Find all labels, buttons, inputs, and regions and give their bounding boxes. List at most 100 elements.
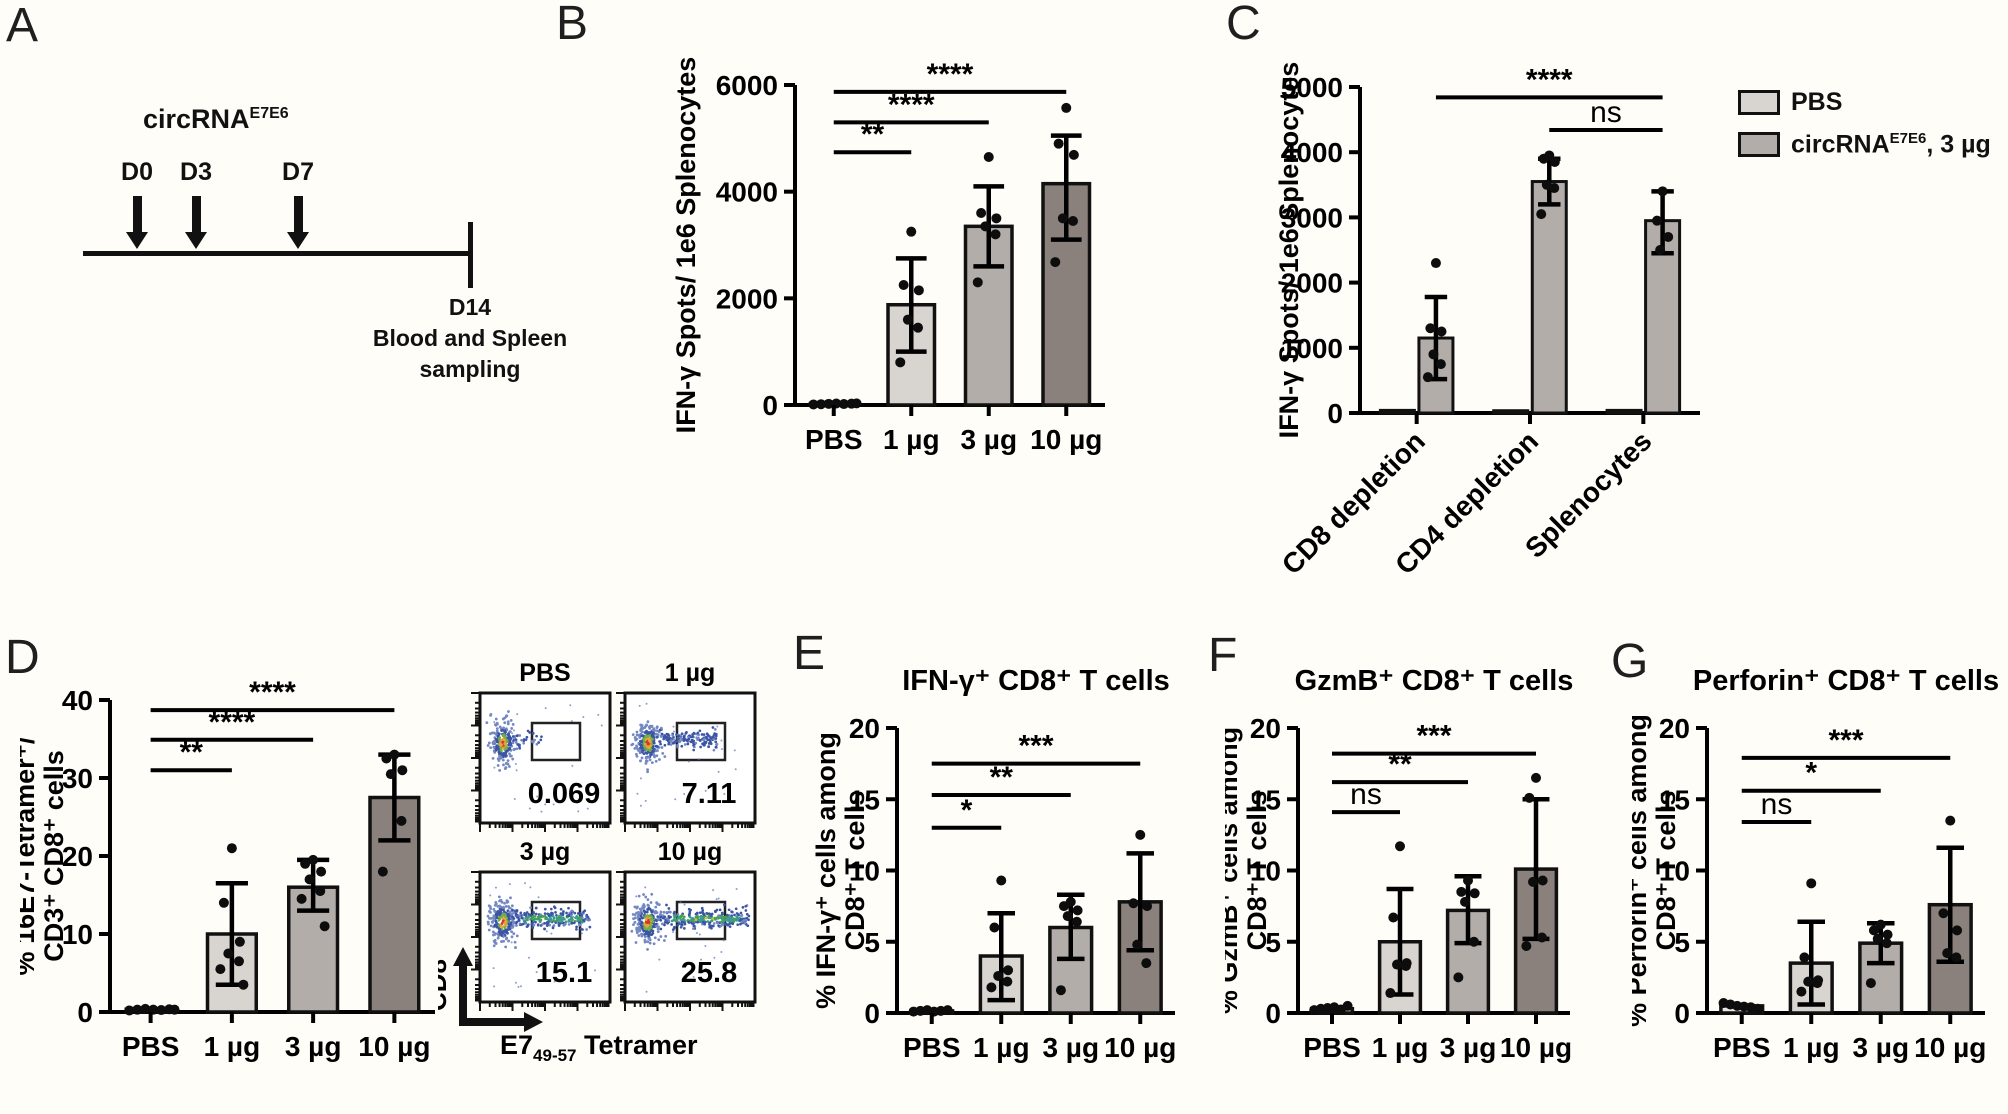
svg-text:% 16E7-Tetramer⁺/: % 16E7-Tetramer⁺/: [20, 736, 40, 975]
svg-text:CD8⁺ T cells: CD8⁺ T cells: [1651, 791, 1681, 951]
bar-C-0-0: [1378, 408, 1416, 415]
svg-text:20: 20: [1659, 713, 1690, 744]
bar-C-1-0: [1492, 409, 1530, 415]
svg-text:10 µg: 10 µg: [1500, 1032, 1572, 1063]
legend-label-circrna: circRNAE7E6, 3 µg: [1791, 130, 1991, 159]
svg-text:10 µg: 10 µg: [1914, 1032, 1986, 1063]
panel-label-b: B: [556, 0, 589, 50]
panel-label-e: E: [793, 627, 826, 680]
svg-text:IFN-γ Spots/ 1e6 Splenocytes: IFN-γ Spots/ 1e6 Splenocytes: [1274, 62, 1304, 439]
svg-text:***: ***: [1416, 720, 1451, 753]
panel-a-timeline-diagram: circRNAE7E6 D0 D3 D7 D14 Blood and Splee…: [0, 0, 620, 430]
svg-text:5: 5: [1674, 927, 1690, 958]
chart-c-elispot-depletion: 0 1000 2000 3000 4000 5000 CD8 depletion CD4 de…: [1230, 35, 1730, 595]
svg-text:% Perforin⁺ cells among: % Perforin⁺ cells among: [1632, 714, 1652, 1027]
svg-text:10: 10: [849, 856, 880, 887]
svg-text:2000: 2000: [716, 283, 778, 314]
svg-text:CD3⁺ CD8⁺ cells: CD3⁺ CD8⁺ cells: [39, 750, 69, 962]
svg-text:4000: 4000: [716, 177, 778, 208]
svg-text:ns: ns: [1761, 788, 1793, 821]
svg-text:15.1: 15.1: [536, 957, 592, 989]
svg-text:7.11: 7.11: [682, 778, 737, 810]
panel-label-c: C: [1226, 0, 1261, 50]
legend-swatch-pbs: [1738, 90, 1780, 115]
svg-text:5000: 5000: [1281, 72, 1343, 103]
legend-label-pbs: PBS: [1791, 88, 1843, 116]
svg-text:% IFN-γ⁺ cells among: % IFN-γ⁺ cells among: [811, 732, 841, 1009]
svg-text:5: 5: [864, 927, 880, 958]
svg-text:****: ****: [249, 676, 296, 709]
svg-text:3 µg: 3 µg: [960, 424, 1017, 455]
chart-b-elispot-dose: 0 2000 4000 6000 PBS 1 µg 3 µg 10 µg ** **** **** I…: [615, 35, 1120, 465]
chart-c-legend: PBS circRNAE7E6, 3 µg: [1738, 88, 1991, 172]
sampling-annotation: D14 Blood and Spleen sampling: [373, 292, 567, 385]
svg-text:5: 5: [1265, 927, 1281, 958]
svg-text:3 µg: 3 µg: [1852, 1032, 1909, 1063]
flow-cytometry-plots: 0.069 PBS 7.11 1 µg 15.1 3 µg 25.8 10 µg CD8 E749…: [422, 648, 790, 1078]
svg-text:3 µg: 3 µg: [1440, 1032, 1497, 1063]
timeline-line: [83, 251, 473, 256]
panel-label-a: A: [6, 0, 39, 52]
svg-text:25.8: 25.8: [681, 957, 737, 989]
svg-text:10: 10: [62, 919, 93, 950]
svg-text:**: **: [990, 761, 1014, 794]
svg-text:10 µg: 10 µg: [1104, 1032, 1176, 1063]
svg-text:PBS: PBS: [519, 659, 570, 687]
svg-text:20: 20: [849, 713, 880, 744]
flow-plots-svg: 0.069 PBS 7.11 1 µg 15.1 3 µg 25.8 10 µg CD8 E749…: [422, 659, 757, 1065]
svg-text:***: ***: [1018, 730, 1053, 763]
svg-text:1000: 1000: [1281, 333, 1343, 364]
svg-text:1 µg: 1 µg: [1372, 1032, 1429, 1063]
svg-text:30: 30: [62, 763, 93, 794]
svg-text:10: 10: [1250, 856, 1281, 887]
svg-text:PBS: PBS: [1713, 1032, 1771, 1063]
svg-text:0: 0: [1265, 998, 1281, 1029]
svg-text:0.069: 0.069: [528, 778, 601, 810]
svg-text:CD8: CD8: [438, 959, 452, 1011]
svg-text:1 µg: 1 µg: [973, 1032, 1030, 1063]
svg-text:****: ****: [1526, 63, 1573, 96]
svg-text:*: *: [1805, 757, 1817, 790]
svg-text:PBS: PBS: [805, 424, 863, 455]
sampling-line2: sampling: [419, 356, 521, 383]
svg-text:10 µg: 10 µg: [658, 838, 722, 866]
svg-text:4000: 4000: [1281, 137, 1343, 168]
circrna-title-base: circRNA: [143, 104, 250, 134]
svg-text:3 µg: 3 µg: [285, 1031, 342, 1062]
svg-text:**: **: [861, 118, 885, 151]
svg-text:1 µg: 1 µg: [883, 424, 940, 455]
legend-swatch-circrna: [1738, 132, 1780, 158]
svg-text:**: **: [180, 736, 204, 769]
panel-label-g: G: [1611, 635, 1649, 688]
svg-text:****: ****: [927, 58, 974, 91]
svg-text:3 µg: 3 µg: [1042, 1032, 1099, 1063]
dose-label-d7: D7: [282, 158, 314, 186]
circrna-title: circRNAE7E6: [143, 104, 289, 135]
tetramer-axis-label: E749-57 Tetramer: [500, 1030, 698, 1065]
panel-label-f: F: [1208, 629, 1238, 682]
dose-label-d0: D0: [121, 158, 153, 186]
svg-text:10 µg: 10 µg: [358, 1031, 430, 1062]
sampling-line1: Blood and Spleen: [372, 325, 568, 352]
legend-item-pbs: PBS: [1738, 88, 1991, 117]
svg-text:20: 20: [62, 841, 93, 872]
svg-text:1 µg: 1 µg: [665, 659, 716, 687]
svg-text:0: 0: [1327, 398, 1343, 429]
bar-C-1-1: [1530, 180, 1568, 415]
svg-text:% GzmB⁺ cells among: % GzmB⁺ cells among: [1225, 727, 1243, 1014]
sampling-day: D14: [448, 294, 492, 320]
svg-text:0: 0: [77, 997, 93, 1028]
svg-text:*: *: [961, 794, 973, 827]
svg-text:GzmB⁺ CD8⁺ T cells: GzmB⁺ CD8⁺ T cells: [1295, 665, 1574, 697]
svg-text:ns: ns: [1590, 96, 1622, 129]
svg-text:1 µg: 1 µg: [1783, 1032, 1840, 1063]
svg-text:CD8⁺ T cells: CD8⁺ T cells: [1242, 791, 1272, 951]
panel-label-d: D: [5, 631, 40, 684]
svg-text:0: 0: [762, 390, 778, 421]
